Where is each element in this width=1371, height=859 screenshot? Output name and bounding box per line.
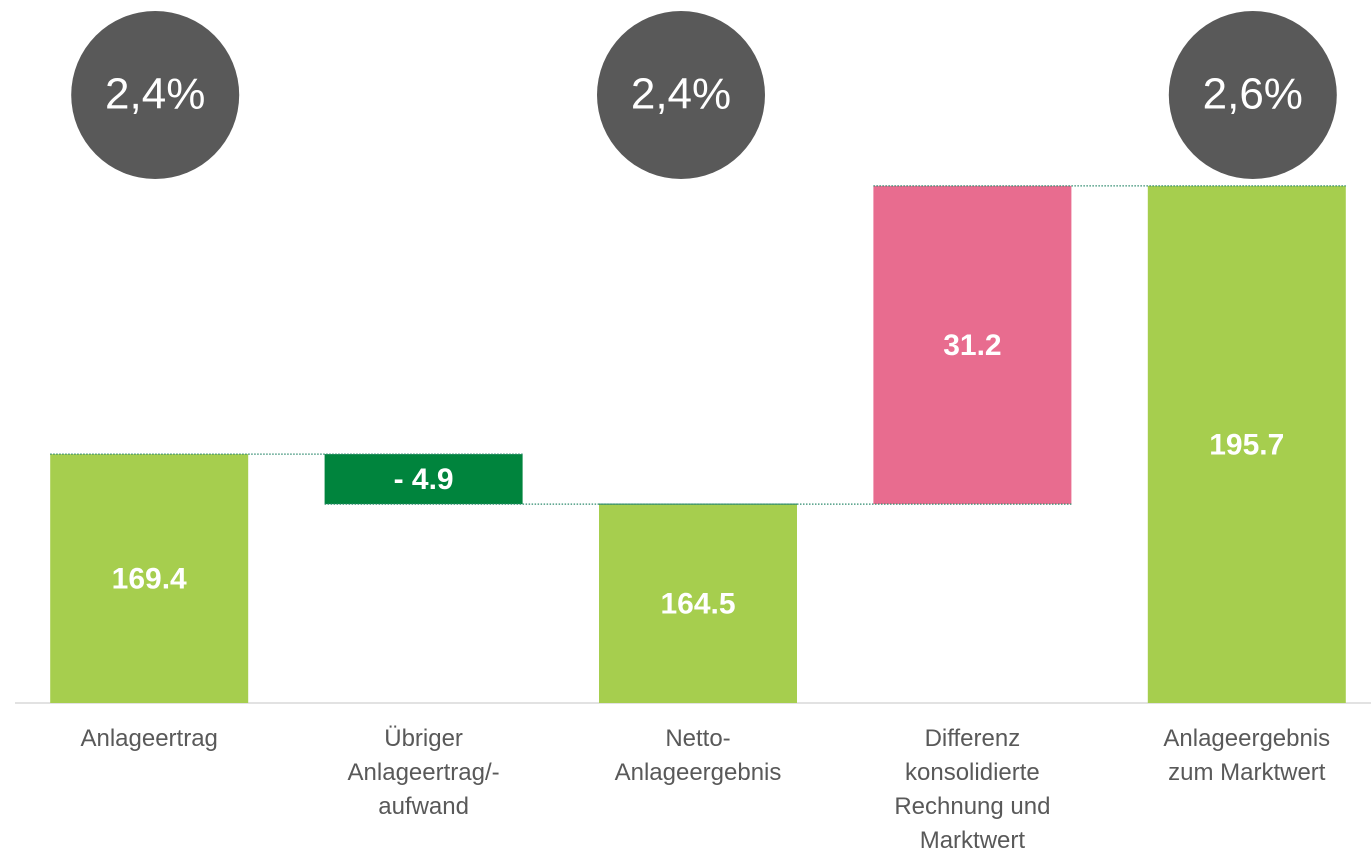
- annotation-circle: [597, 11, 765, 179]
- bar: [50, 454, 249, 703]
- x-tick-label: Anlageertrag: [80, 725, 217, 752]
- value-label: 195.7: [1209, 428, 1284, 461]
- value-label: 169.4: [112, 562, 187, 595]
- annotation: 2,6%: [1203, 70, 1303, 119]
- bar: [324, 454, 523, 505]
- annotation: 2,4%: [631, 70, 731, 119]
- annotation-circle: [1168, 11, 1337, 179]
- value-label: 31.2: [943, 329, 1001, 362]
- bar: [1147, 185, 1346, 704]
- value-label: - 4.9: [394, 463, 454, 496]
- x-tick-label: Differenz konsolidierte Rechnung und Marktw…: [894, 725, 1050, 854]
- x-tick-label: Übriger Anlageertrag/-aufwand: [348, 725, 500, 820]
- x-tick-label: Netto-Anlageergebnis: [615, 725, 782, 786]
- annotation: 2,4%: [105, 70, 205, 119]
- value-label: 164.5: [660, 587, 735, 620]
- annotation-circle: [71, 11, 240, 179]
- x-tick-label: Anlageergebnis zum Marktwert: [1163, 725, 1330, 786]
- bar: [599, 504, 797, 703]
- bar: [873, 185, 1072, 505]
